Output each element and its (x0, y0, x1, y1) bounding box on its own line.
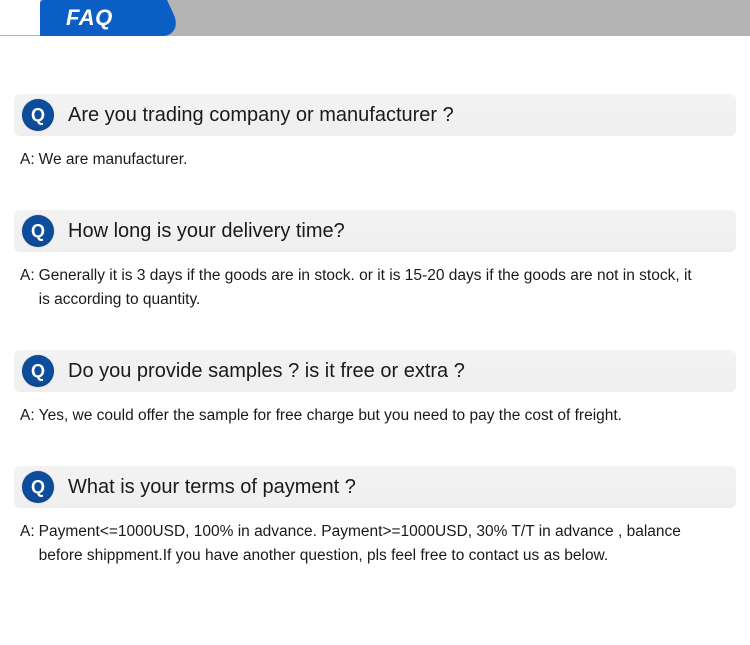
answer-text: We are manufacturer. (39, 148, 188, 172)
answer-prefix: A: (20, 404, 35, 428)
answer-row: A: We are manufacturer. (14, 148, 736, 172)
q-badge-icon: Q (22, 355, 54, 387)
question-row: Q How long is your delivery time? (14, 210, 736, 252)
question-text: Are you trading company or manufacturer … (68, 104, 454, 127)
answer-row: A: Payment<=1000USD, 100% in advance. Pa… (14, 520, 736, 568)
q-badge-icon: Q (22, 215, 54, 247)
question-row: Q Are you trading company or manufacture… (14, 94, 736, 136)
q-badge-icon: Q (22, 99, 54, 131)
faq-content: Q Are you trading company or manufacture… (0, 36, 750, 568)
header-bar: FAQ (0, 0, 750, 36)
answer-text: Yes, we could offer the sample for free … (39, 404, 622, 428)
answer-row: A: Yes, we could offer the sample for fr… (14, 404, 736, 428)
header-spacer (0, 0, 40, 35)
answer-text: Payment<=1000USD, 100% in advance. Payme… (39, 520, 699, 568)
question-row: Q What is your terms of payment ? (14, 466, 736, 508)
answer-prefix: A: (20, 148, 35, 172)
faq-tab: FAQ (40, 0, 149, 36)
answer-text: Generally it is 3 days if the goods are … (39, 264, 699, 312)
q-badge-icon: Q (22, 471, 54, 503)
question-text: How long is your delivery time? (68, 220, 345, 243)
question-text: Do you provide samples ? is it free or e… (68, 360, 465, 383)
answer-prefix: A: (20, 264, 35, 312)
question-text: What is your terms of payment ? (68, 476, 356, 499)
faq-title: FAQ (66, 5, 113, 31)
answer-row: A: Generally it is 3 days if the goods a… (14, 264, 736, 312)
answer-prefix: A: (20, 520, 35, 568)
question-row: Q Do you provide samples ? is it free or… (14, 350, 736, 392)
